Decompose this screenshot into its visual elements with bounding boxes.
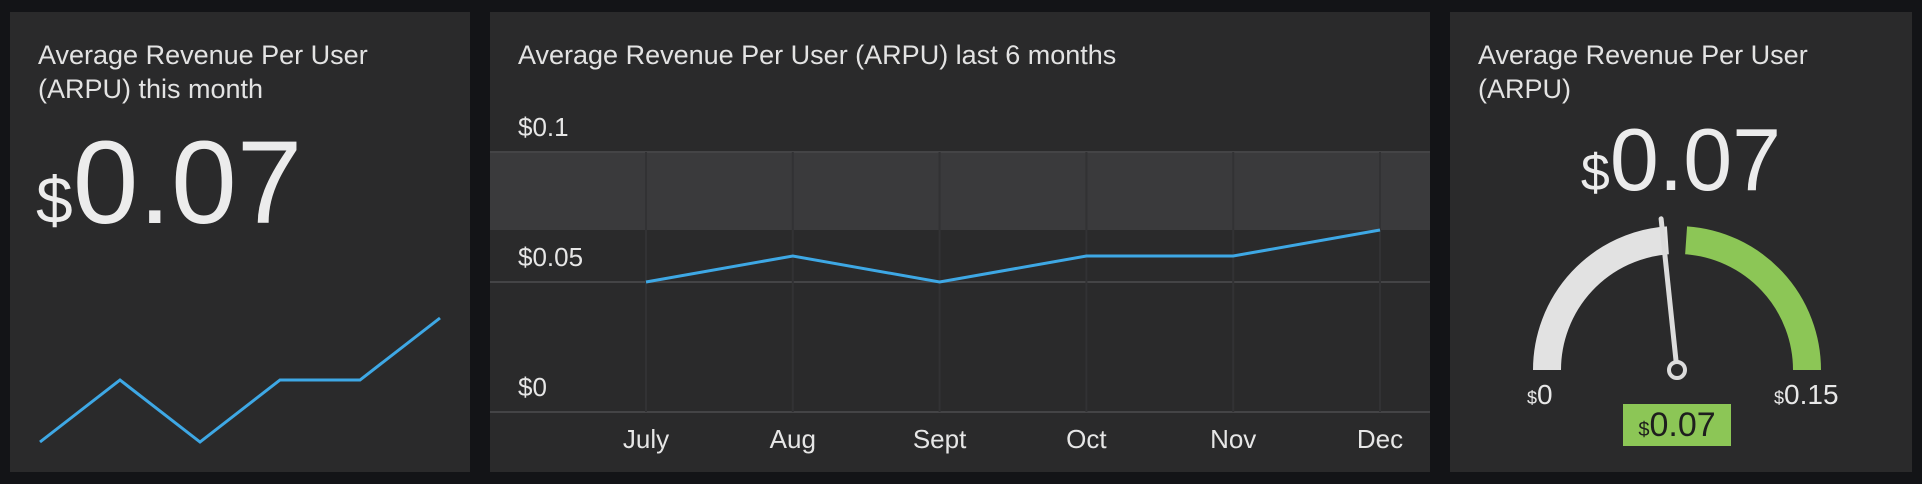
x-tick-label: Aug (770, 424, 816, 454)
y-tick-label: $0 (518, 372, 547, 402)
big-number: $0.07 (36, 124, 302, 259)
big-number-value: 0.07 (72, 117, 303, 249)
sparkline (39, 316, 441, 444)
line-chart: $0.1 $0.05 $0 July Aug Sept Oct Nov Dec (490, 112, 1430, 454)
threshold-band (490, 152, 1430, 230)
currency-symbol: $ (1580, 144, 1610, 202)
gauge-number: $0.07 (1450, 116, 1912, 217)
gauge-hub (1667, 360, 1687, 380)
gauge-value-badge-text: $0.07 (1638, 406, 1715, 444)
gauge-number-value: 0.07 (1609, 110, 1782, 209)
gauge-value-badge (1623, 404, 1731, 446)
gauge-arc-threshold (1684, 226, 1821, 371)
gauge-needle (1658, 216, 1680, 373)
arpu-gauge-panel: Average Revenue Per User (ARPU) $0.07 $0… (1450, 12, 1912, 472)
gauge-min-label: $0 (1527, 379, 1553, 410)
x-tick-label: Sept (913, 424, 967, 454)
arpu-month-panel: Average Revenue Per User (ARPU) this mon… (10, 12, 470, 472)
panel-title: Average Revenue Per User (ARPU) this mon… (38, 40, 368, 104)
gauge: $0 $0.15 $0.07 (1527, 216, 1839, 446)
x-tick-label: July (623, 424, 669, 454)
series-line (645, 228, 1381, 284)
sparkline-line (39, 316, 441, 444)
y-tick-label: $0.1 (518, 112, 569, 142)
gauge-max-label: $0.15 (1774, 379, 1839, 410)
currency-symbol: $ (36, 163, 73, 237)
arpu-trend-panel: Average Revenue Per User (ARPU) last 6 m… (490, 12, 1430, 472)
x-tick-label: Dec (1357, 424, 1403, 454)
x-tick-label: Oct (1066, 424, 1107, 454)
panel-title: Average Revenue Per User (ARPU) (1478, 40, 1808, 104)
y-tick-label: $0.05 (518, 242, 583, 272)
x-tick-label: Nov (1210, 424, 1256, 454)
panel-title: Average Revenue Per User (ARPU) last 6 m… (518, 40, 1117, 70)
gauge-arc-base (1533, 226, 1670, 371)
